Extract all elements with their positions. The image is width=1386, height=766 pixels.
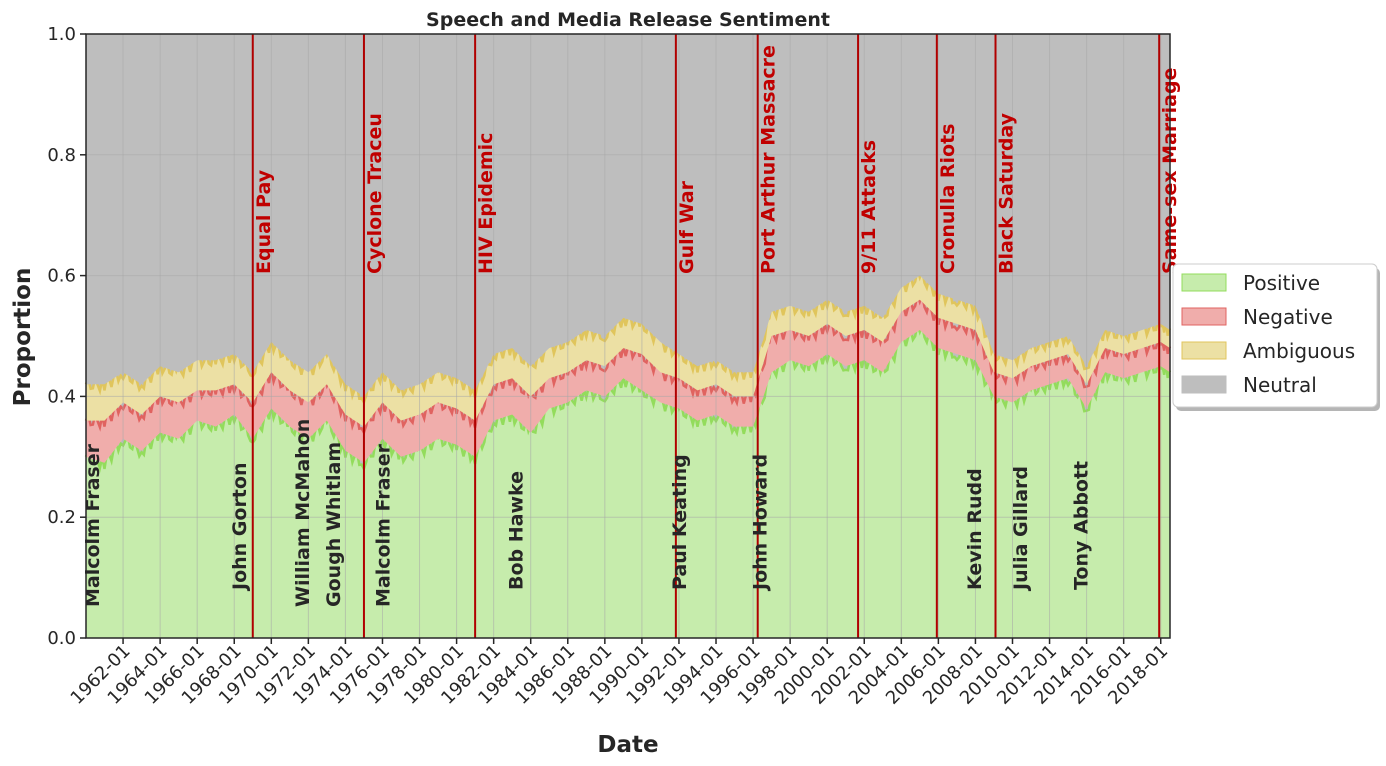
positive-area-line [84,320,1172,473]
y-tick-label: 0.4 [47,386,76,407]
plot-frame [85,33,1171,639]
plot-area: Equal Pay Cyclone Traceu HIV Epidemic Gulf … [82,33,1181,639]
neutral-area [86,34,1170,397]
legend-label: Neutral [1243,373,1317,397]
pm-label: Malcolm Fraser [372,443,394,607]
event-label: Cronulla Riots [937,124,959,274]
pm-label: Malcolm Fraser [82,443,104,607]
y-tick-label: 1.0 [47,24,76,45]
pm-label: Paul Keating [669,454,691,590]
negative-area-line [84,289,1172,436]
pm-label: Kevin Rudd [964,468,986,590]
chart-title: Speech and Media Release Sentiment [426,9,830,31]
positive-area [86,324,1170,638]
event-label: Gulf War [676,180,698,274]
y-tick-label: 0.2 [47,507,76,528]
pm-label: Tony Abbott [1070,461,1092,590]
event-label: Port Arthur Massacre [758,45,780,274]
pm-label: John Howard [749,454,771,592]
pm-label: John Gorton [229,463,251,592]
event-label: HIV Epidemic [475,133,497,274]
legend-swatch [1181,341,1227,360]
legend-label: Negative [1243,305,1333,329]
y-axis: 0.0 0.2 0.4 0.6 0.8 1.0 [47,24,86,649]
pm-label: Gough Whitlam [323,442,345,607]
x-axis: 1962-011964-011966-011968-011970-011972-… [67,638,1172,709]
legend-swatch [1181,375,1227,394]
y-tick-label: 0.6 [47,266,76,287]
event-label: Equal Pay [253,169,275,274]
pm-label: William McMahon [292,419,314,607]
legend-label: Positive [1243,271,1320,295]
y-axis-title: Proportion [10,268,36,407]
x-axis-title: Date [597,732,658,758]
pm-label: Julia Gillard [1010,466,1032,592]
y-tick-label: 0.0 [47,628,76,649]
event-label: Black Saturday [996,112,1018,274]
legend: Positive Negative Ambiguous Neutral [1172,263,1380,411]
event-label: Cyclone Traceu [364,113,386,274]
pm-label: Bob Hawke [505,471,527,590]
legend-swatch [1181,307,1227,326]
y-tick-label: 0.8 [47,145,76,166]
ambiguous-area-line [84,265,1172,406]
legend-swatch [1181,273,1227,292]
legend-label: Ambiguous [1243,339,1355,363]
legend-box [1172,263,1378,408]
event-label: 9/11 Attacks [858,140,880,274]
